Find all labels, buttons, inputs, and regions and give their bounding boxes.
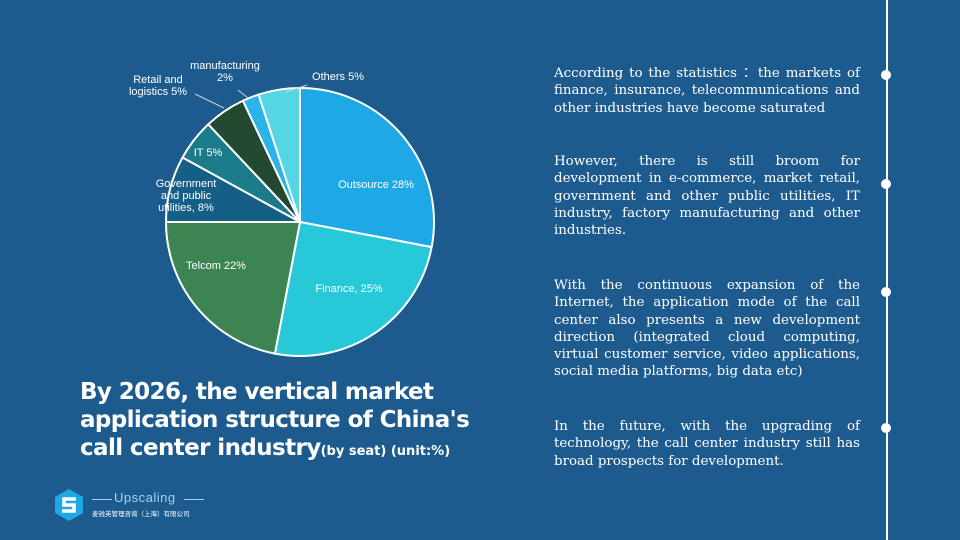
pie-slice	[164, 221, 302, 355]
pie-chart: Outsource 28% Finance, 25% Telcom 22% Gover…	[129, 60, 435, 357]
slice-label: Telcom 22%	[186, 260, 246, 272]
slice-label: Retail and logistics 5%	[129, 74, 187, 98]
logo-rule-right	[184, 499, 204, 500]
logo-icon	[55, 489, 83, 521]
slice-label: Finance, 25%	[315, 283, 382, 295]
pie-slice	[299, 86, 435, 249]
slice-label: Government and public utilities, 8%	[156, 178, 217, 214]
chart-title-unit: (by seat) (unit:%)	[320, 444, 451, 459]
pie-slice	[273, 220, 433, 357]
slice-label: Others 5%	[312, 71, 364, 83]
slice-label: Outsource 28%	[338, 179, 414, 191]
leader-line	[285, 84, 308, 93]
paragraph-statistics: According to the statistics ：the markets…	[554, 66, 860, 116]
slice-label: manufacturing 2%	[190, 60, 260, 84]
company-logo: Upscaling 麦锐英管理咨询（上海）有限公司	[52, 488, 212, 524]
timeline-dot	[881, 179, 891, 189]
chart-title: By 2026, the vertical market application…	[80, 378, 500, 466]
leader-line	[237, 89, 249, 99]
leader-line	[194, 93, 225, 109]
timeline-dot	[881, 287, 891, 297]
paragraph-internet: With the continuous expansion of the Int…	[554, 278, 860, 380]
paragraph-future: In the future, with the upgrading of tec…	[554, 419, 860, 469]
paragraph-development: However, there is still broom for develo…	[554, 154, 860, 239]
timeline-dot	[881, 423, 891, 433]
logo-subtitle: 麦锐英管理咨询（上海）有限公司	[92, 511, 190, 518]
timeline-dot	[881, 70, 891, 80]
timeline-line	[886, 0, 888, 540]
chart-title-main: By 2026, the vertical market application…	[80, 379, 470, 461]
pie-slice	[257, 86, 301, 223]
logo-rule-left	[92, 499, 112, 500]
slice-label: IT 5%	[194, 147, 223, 159]
logo-name: Upscaling	[114, 490, 176, 505]
